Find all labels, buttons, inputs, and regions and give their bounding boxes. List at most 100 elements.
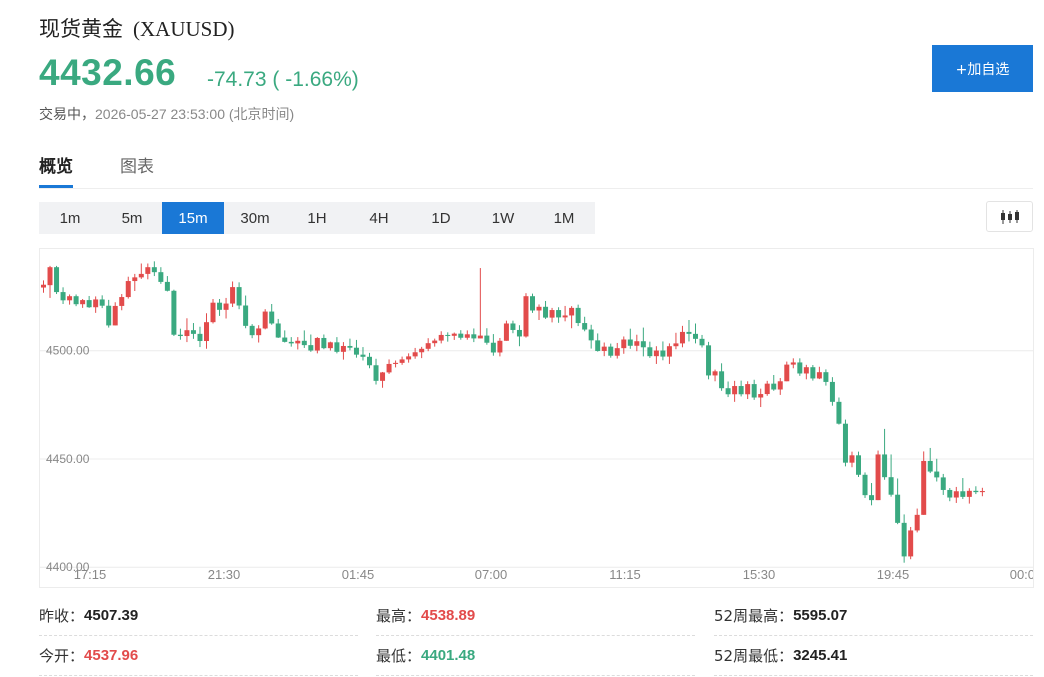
candle — [856, 451, 861, 477]
stat-label: 52周最低： — [714, 647, 794, 665]
interval-1h[interactable]: 1H — [307, 209, 327, 227]
candle — [445, 332, 451, 342]
candle — [151, 261, 157, 277]
candle — [784, 361, 790, 382]
candle — [810, 365, 816, 381]
stat-open: 今开： 4537.96 — [39, 636, 358, 676]
x-tick-label: 07:00 — [475, 567, 508, 582]
candle — [575, 304, 581, 327]
candle — [243, 295, 249, 329]
candle — [621, 336, 627, 354]
candle — [614, 342, 620, 359]
stat-value: 5595.07 — [793, 607, 848, 624]
candle — [693, 323, 698, 344]
candle — [536, 304, 542, 321]
interval-1d[interactable]: 1D — [431, 209, 451, 227]
candle — [164, 276, 170, 292]
candle — [745, 381, 751, 400]
candle — [386, 359, 392, 374]
candle — [373, 358, 379, 385]
candle — [869, 483, 875, 506]
candle — [41, 280, 46, 293]
candle — [732, 380, 738, 402]
candle — [451, 332, 457, 340]
candle — [549, 307, 555, 323]
candle — [947, 488, 953, 502]
y-tick-label: 4400.00 — [46, 560, 90, 574]
x-tick-label: 19:45 — [877, 567, 910, 582]
candle — [895, 478, 901, 525]
interval-1mo[interactable]: 1M — [553, 209, 575, 227]
interval-selector: 1m 5m 15m 30m 1H 4H 1D 1W 1M — [39, 202, 595, 234]
stat-value: 4507.39 — [84, 607, 139, 624]
candle — [842, 419, 848, 467]
candle — [106, 299, 112, 328]
instrument-name: 现货黄金 — [39, 17, 123, 41]
status-timestamp: 2026-05-27 23:53:00 (北京时间) — [95, 106, 295, 122]
candle — [914, 508, 920, 533]
candle — [556, 307, 562, 323]
interval-15m[interactable]: 15m — [162, 202, 224, 234]
tab-overview[interactable]: 概览 — [39, 152, 73, 188]
candle — [288, 337, 294, 347]
candle — [706, 341, 712, 380]
price-change: -74.73 ( -1.66%) — [207, 68, 359, 91]
candle — [99, 295, 105, 309]
x-tick-label: 15:30 — [743, 567, 776, 582]
candle — [673, 332, 679, 350]
candle — [634, 334, 640, 352]
candle — [197, 326, 203, 348]
stat-value: 4538.89 — [421, 607, 476, 624]
stat-label: 52周最高： — [714, 607, 794, 625]
candle — [184, 318, 190, 343]
candle — [236, 282, 242, 310]
interval-1m[interactable]: 1m — [59, 209, 81, 227]
candle — [497, 337, 503, 357]
candle — [269, 303, 275, 325]
candle — [686, 320, 692, 342]
candle — [875, 450, 881, 501]
candle — [660, 341, 666, 361]
candle — [223, 297, 229, 319]
candle — [503, 320, 509, 341]
y-tick-label: 4450.00 — [46, 452, 90, 466]
candle — [217, 299, 223, 316]
candle — [353, 339, 359, 358]
x-tick-label: 00:00 — [1010, 567, 1034, 582]
candle — [764, 380, 770, 396]
candle — [862, 472, 868, 498]
candle — [777, 378, 783, 395]
candle — [510, 320, 516, 334]
candle — [210, 299, 216, 324]
price-chart[interactable]: 4500.00 4450.00 4400.00 17:15 21:30 01:45 07:0… — [39, 248, 1034, 588]
candle — [47, 265, 53, 298]
candle — [888, 454, 894, 497]
candle — [327, 341, 333, 351]
chart-type-toggle[interactable] — [986, 201, 1033, 232]
candle — [301, 330, 307, 348]
candle — [966, 488, 972, 504]
interval-1w[interactable]: 1W — [491, 209, 515, 227]
candle — [145, 263, 151, 280]
stat-label: 最低： — [376, 647, 422, 665]
interval-30m[interactable]: 30m — [240, 209, 270, 227]
tab-chart[interactable]: 图表 — [120, 157, 154, 177]
candle — [719, 363, 725, 391]
candle — [190, 323, 196, 339]
candle — [119, 294, 125, 311]
candle — [595, 333, 601, 352]
candle — [725, 381, 731, 398]
candle — [699, 334, 705, 348]
candle — [979, 487, 985, 497]
x-tick-label: 21:30 — [208, 567, 241, 582]
candle — [569, 306, 575, 329]
interval-4h[interactable]: 4H — [369, 209, 389, 227]
add-to-watchlist-button[interactable]: +加自选 — [932, 45, 1033, 92]
candle — [738, 380, 744, 397]
stat-52w-high: 52周最高： 5595.07 — [714, 596, 1033, 636]
candle — [516, 325, 522, 347]
interval-5m[interactable]: 5m — [121, 209, 143, 227]
x-tick-label: 17:15 — [74, 567, 107, 582]
candle — [112, 302, 118, 326]
